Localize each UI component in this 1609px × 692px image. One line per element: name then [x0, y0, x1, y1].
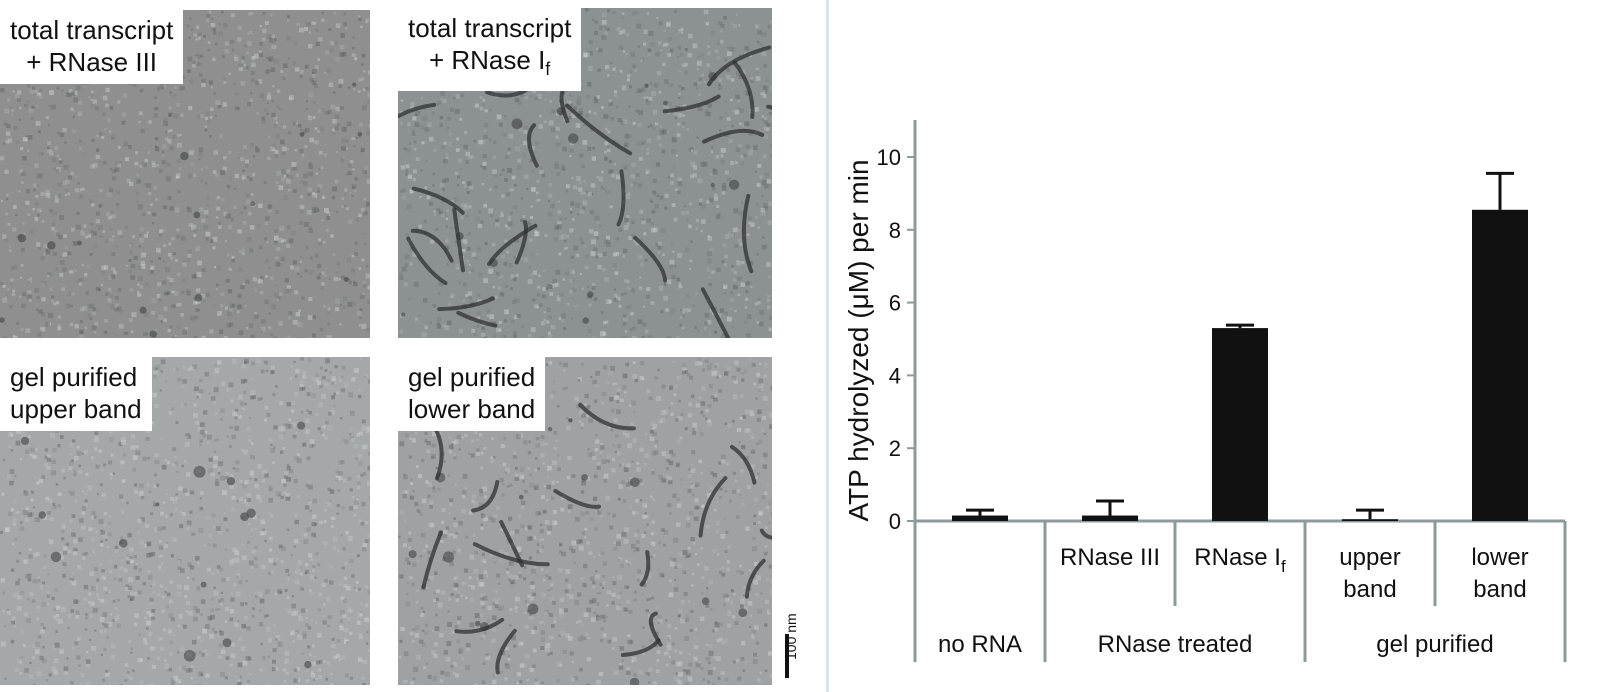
panel-label: gel purified upper band [0, 357, 152, 431]
category-label: RNase If [1194, 544, 1286, 576]
panel-label-line1: gel purified [10, 362, 138, 392]
panel-label: total transcript + RNase If [398, 8, 582, 91]
y-tick-label: 10 [877, 145, 901, 170]
panel-label-line2: upper band [10, 394, 142, 424]
panel-label-line2: + RNase III [26, 47, 158, 77]
micrograph-texture [0, 10, 370, 338]
group-label: RNase treated [1098, 631, 1253, 658]
bar [1472, 209, 1528, 521]
group-label: no RNA [938, 631, 1022, 658]
scale-bar [785, 634, 789, 678]
micrograph-lower-band: gel purified lower band [398, 357, 772, 685]
category-label: band [1343, 576, 1396, 603]
panel-label-line2: lower band [408, 394, 536, 424]
panel-label: total transcript + RNase III [0, 10, 184, 84]
bar [1212, 328, 1268, 521]
y-tick-label: 4 [889, 363, 901, 388]
y-tick-label: 0 [889, 509, 901, 534]
category-label: band [1473, 576, 1526, 603]
category-label: upper [1339, 544, 1400, 571]
panel-label-line1: total transcript [408, 13, 572, 43]
scale-bar-label: 100 nm [783, 613, 799, 660]
micrograph-rnase-if: total transcript + RNase If [398, 8, 772, 338]
category-label: lower [1471, 544, 1528, 571]
bar [1082, 515, 1138, 521]
panel-label-subscript: f [545, 59, 551, 79]
micrograph-rnase-iii: total transcript + RNase III [0, 10, 370, 338]
panel-divider [826, 0, 829, 692]
y-tick-label: 8 [889, 218, 901, 243]
y-axis-label: ATP hydrolyzed (μM) per min [843, 159, 874, 521]
micrograph-upper-band: gel purified upper band [0, 357, 370, 685]
panel-label: gel purified lower band [398, 357, 546, 431]
panel-label-line1: gel purified [408, 362, 536, 392]
panel-label-line2: + RNase I [428, 45, 546, 75]
panel-label-line1: total transcript [10, 15, 174, 45]
y-tick-label: 6 [889, 291, 901, 316]
bar [1342, 519, 1398, 521]
bar [952, 515, 1008, 521]
group-label: gel purified [1376, 631, 1493, 658]
y-tick-label: 2 [889, 436, 901, 461]
category-label: RNase III [1060, 544, 1160, 571]
